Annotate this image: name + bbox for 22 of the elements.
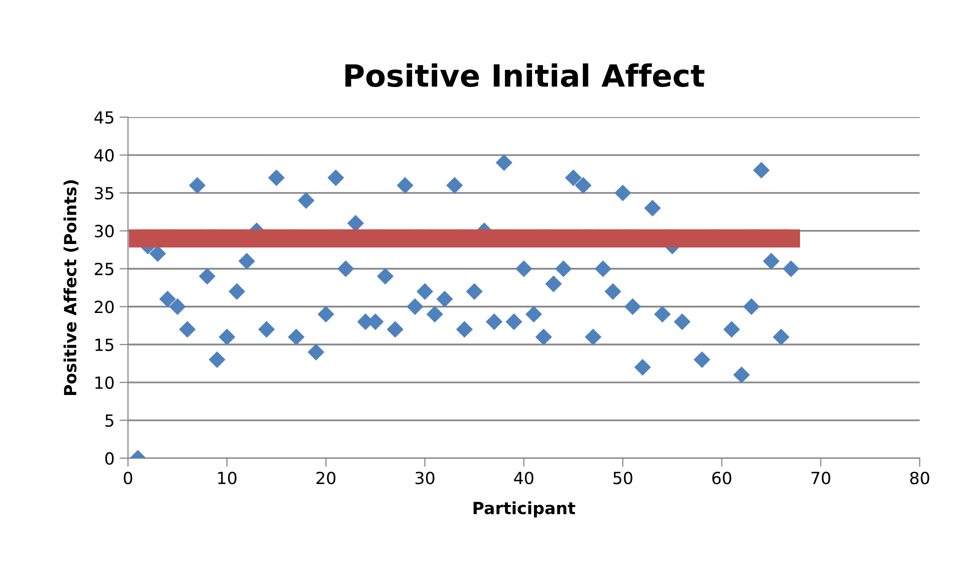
y-tick-label: 40: [94, 149, 114, 162]
x-tick-label: 80: [910, 472, 930, 484]
x-tick-label: 30: [416, 472, 434, 484]
x-tick-label: 70: [811, 472, 830, 484]
y-tick-label: 30: [94, 224, 114, 238]
x-tick-label: 20: [316, 472, 336, 484]
y-tick-label: 25: [94, 262, 114, 276]
x-tick-label: 40: [514, 472, 534, 484]
x-tick-label: 60: [712, 472, 732, 484]
x-tick-label: 10: [218, 472, 236, 484]
y-tick-label: 5: [105, 414, 114, 427]
y-tick-label: 20: [94, 300, 114, 314]
y-tick-label: 10: [95, 376, 114, 389]
y-axis-title: Positive Affect (Points): [64, 180, 78, 395]
y-tick-label: 0: [105, 452, 114, 465]
chart-title: Positive Initial Affect: [345, 63, 704, 88]
y-tick-label: 35: [94, 186, 114, 200]
x-tick-label: 0: [124, 472, 132, 484]
x-axis-title: Participant: [474, 501, 576, 518]
y-tick-label: 45: [94, 111, 114, 124]
x-tick-label: 50: [613, 472, 632, 484]
y-tick-label: 15: [95, 338, 114, 352]
